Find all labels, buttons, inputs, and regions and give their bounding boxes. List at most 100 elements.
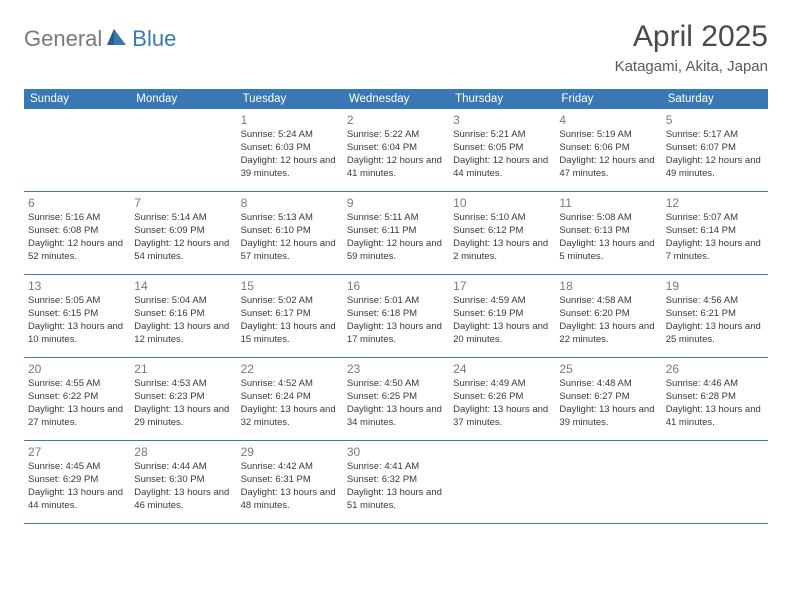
sunset-line: Sunset: 6:08 PM <box>28 225 126 238</box>
day-number: 21 <box>134 361 232 377</box>
sunset-line: Sunset: 6:04 PM <box>347 142 445 155</box>
daylight-line: Daylight: 13 hours and 32 minutes. <box>241 404 339 430</box>
weekday-cell: Thursday <box>449 89 555 109</box>
day-number: 5 <box>666 112 764 128</box>
day-number: 24 <box>453 361 551 377</box>
sunset-line: Sunset: 6:28 PM <box>666 391 764 404</box>
logo: General Blue <box>24 26 176 52</box>
day-number: 8 <box>241 195 339 211</box>
day-number: 17 <box>453 278 551 294</box>
daylight-line: Daylight: 13 hours and 22 minutes. <box>559 321 657 347</box>
daylight-line: Daylight: 13 hours and 5 minutes. <box>559 238 657 264</box>
daylight-line: Daylight: 13 hours and 39 minutes. <box>559 404 657 430</box>
day-cell: 2Sunrise: 5:22 AMSunset: 6:04 PMDaylight… <box>343 109 449 191</box>
daylight-line: Daylight: 12 hours and 41 minutes. <box>347 155 445 181</box>
sunrise-line: Sunrise: 5:01 AM <box>347 295 445 308</box>
sunset-line: Sunset: 6:11 PM <box>347 225 445 238</box>
sunrise-line: Sunrise: 4:58 AM <box>559 295 657 308</box>
weekday-header-row: SundayMondayTuesdayWednesdayThursdayFrid… <box>24 89 768 109</box>
sunrise-line: Sunrise: 5:13 AM <box>241 212 339 225</box>
sunset-line: Sunset: 6:23 PM <box>134 391 232 404</box>
sunrise-line: Sunrise: 5:10 AM <box>453 212 551 225</box>
day-cell: 13Sunrise: 5:05 AMSunset: 6:15 PMDayligh… <box>24 275 130 357</box>
day-cell: 12Sunrise: 5:07 AMSunset: 6:14 PMDayligh… <box>662 192 768 274</box>
week-row: 27Sunrise: 4:45 AMSunset: 6:29 PMDayligh… <box>24 441 768 524</box>
day-number: 14 <box>134 278 232 294</box>
day-number: 1 <box>241 112 339 128</box>
sunset-line: Sunset: 6:07 PM <box>666 142 764 155</box>
logo-text-general: General <box>24 26 102 52</box>
daylight-line: Daylight: 12 hours and 57 minutes. <box>241 238 339 264</box>
day-cell: 1Sunrise: 5:24 AMSunset: 6:03 PMDaylight… <box>237 109 343 191</box>
day-number: 26 <box>666 361 764 377</box>
day-cell: 5Sunrise: 5:17 AMSunset: 6:07 PMDaylight… <box>662 109 768 191</box>
day-cell: 7Sunrise: 5:14 AMSunset: 6:09 PMDaylight… <box>130 192 236 274</box>
day-cell: 22Sunrise: 4:52 AMSunset: 6:24 PMDayligh… <box>237 358 343 440</box>
sunrise-line: Sunrise: 4:56 AM <box>666 295 764 308</box>
day-cell: 6Sunrise: 5:16 AMSunset: 6:08 PMDaylight… <box>24 192 130 274</box>
day-number: 3 <box>453 112 551 128</box>
day-number: 9 <box>347 195 445 211</box>
day-cell: 15Sunrise: 5:02 AMSunset: 6:17 PMDayligh… <box>237 275 343 357</box>
sunset-line: Sunset: 6:14 PM <box>666 225 764 238</box>
day-cell: 21Sunrise: 4:53 AMSunset: 6:23 PMDayligh… <box>130 358 236 440</box>
day-cell: 14Sunrise: 5:04 AMSunset: 6:16 PMDayligh… <box>130 275 236 357</box>
day-cell <box>555 441 661 523</box>
daylight-line: Daylight: 13 hours and 10 minutes. <box>28 321 126 347</box>
sunrise-line: Sunrise: 4:41 AM <box>347 461 445 474</box>
sunrise-line: Sunrise: 5:19 AM <box>559 129 657 142</box>
sunset-line: Sunset: 6:12 PM <box>453 225 551 238</box>
day-cell <box>449 441 555 523</box>
day-number: 29 <box>241 444 339 460</box>
day-number: 6 <box>28 195 126 211</box>
sunrise-line: Sunrise: 4:46 AM <box>666 378 764 391</box>
day-cell <box>662 441 768 523</box>
day-number: 16 <box>347 278 445 294</box>
sunrise-line: Sunrise: 4:48 AM <box>559 378 657 391</box>
sunrise-line: Sunrise: 5:14 AM <box>134 212 232 225</box>
calendar: SundayMondayTuesdayWednesdayThursdayFrid… <box>24 89 768 524</box>
day-cell: 30Sunrise: 4:41 AMSunset: 6:32 PMDayligh… <box>343 441 449 523</box>
day-cell: 16Sunrise: 5:01 AMSunset: 6:18 PMDayligh… <box>343 275 449 357</box>
weekday-cell: Sunday <box>24 89 130 109</box>
sunset-line: Sunset: 6:05 PM <box>453 142 551 155</box>
daylight-line: Daylight: 12 hours and 49 minutes. <box>666 155 764 181</box>
sunrise-line: Sunrise: 5:07 AM <box>666 212 764 225</box>
day-number: 19 <box>666 278 764 294</box>
logo-text-blue: Blue <box>132 26 176 52</box>
day-number: 2 <box>347 112 445 128</box>
week-row: 13Sunrise: 5:05 AMSunset: 6:15 PMDayligh… <box>24 275 768 358</box>
daylight-line: Daylight: 13 hours and 48 minutes. <box>241 487 339 513</box>
daylight-line: Daylight: 13 hours and 44 minutes. <box>28 487 126 513</box>
sunrise-line: Sunrise: 4:42 AM <box>241 461 339 474</box>
daylight-line: Daylight: 13 hours and 27 minutes. <box>28 404 126 430</box>
day-number: 13 <box>28 278 126 294</box>
week-row: 20Sunrise: 4:55 AMSunset: 6:22 PMDayligh… <box>24 358 768 441</box>
day-cell: 11Sunrise: 5:08 AMSunset: 6:13 PMDayligh… <box>555 192 661 274</box>
day-cell: 19Sunrise: 4:56 AMSunset: 6:21 PMDayligh… <box>662 275 768 357</box>
daylight-line: Daylight: 12 hours and 47 minutes. <box>559 155 657 181</box>
sunset-line: Sunset: 6:13 PM <box>559 225 657 238</box>
day-cell: 26Sunrise: 4:46 AMSunset: 6:28 PMDayligh… <box>662 358 768 440</box>
day-cell <box>130 109 236 191</box>
weekday-cell: Saturday <box>662 89 768 109</box>
day-cell <box>24 109 130 191</box>
day-number: 11 <box>559 195 657 211</box>
sunset-line: Sunset: 6:30 PM <box>134 474 232 487</box>
sunrise-line: Sunrise: 4:50 AM <box>347 378 445 391</box>
day-cell: 9Sunrise: 5:11 AMSunset: 6:11 PMDaylight… <box>343 192 449 274</box>
sunset-line: Sunset: 6:10 PM <box>241 225 339 238</box>
daylight-line: Daylight: 13 hours and 2 minutes. <box>453 238 551 264</box>
day-number: 27 <box>28 444 126 460</box>
sunset-line: Sunset: 6:25 PM <box>347 391 445 404</box>
sunrise-line: Sunrise: 5:24 AM <box>241 129 339 142</box>
day-number: 30 <box>347 444 445 460</box>
day-cell: 28Sunrise: 4:44 AMSunset: 6:30 PMDayligh… <box>130 441 236 523</box>
daylight-line: Daylight: 12 hours and 52 minutes. <box>28 238 126 264</box>
daylight-line: Daylight: 13 hours and 25 minutes. <box>666 321 764 347</box>
header: General Blue April 2025 Katagami, Akita,… <box>24 20 768 75</box>
sunrise-line: Sunrise: 5:05 AM <box>28 295 126 308</box>
sunrise-line: Sunrise: 5:16 AM <box>28 212 126 225</box>
sunset-line: Sunset: 6:32 PM <box>347 474 445 487</box>
location: Katagami, Akita, Japan <box>615 58 768 75</box>
